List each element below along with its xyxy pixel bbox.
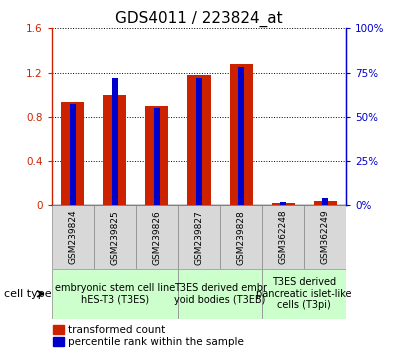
Bar [187,75,211,205]
Legend: transformed count, percentile rank within the sample: transformed count, percentile rank withi… [49,321,248,352]
Text: embryonic stem cell line
hES-T3 (T3ES): embryonic stem cell line hES-T3 (T3ES) [55,283,175,305]
Text: GSM362248: GSM362248 [279,210,288,264]
Text: GSM239824: GSM239824 [68,210,77,264]
Bar [322,198,328,205]
Bar [52,205,94,269]
Bar [112,78,118,205]
Bar [154,108,160,205]
Bar [178,205,220,269]
Text: GSM239827: GSM239827 [195,210,203,264]
Text: GSM362249: GSM362249 [321,210,330,264]
Text: T3ES derived embr
yoid bodies (T3EB): T3ES derived embr yoid bodies (T3EB) [174,283,267,305]
Bar [271,203,295,205]
Title: GDS4011 / 223824_at: GDS4011 / 223824_at [115,11,283,27]
Bar [103,95,127,205]
Bar [314,201,337,205]
Bar [230,64,253,205]
Bar [94,205,136,269]
Bar [70,104,76,205]
Text: GSM239826: GSM239826 [152,210,162,264]
Bar [52,269,178,319]
Text: GSM239828: GSM239828 [236,210,246,264]
Bar [304,205,346,269]
Bar [178,269,262,319]
Bar [145,106,168,205]
Bar [262,269,346,319]
Bar [220,205,262,269]
Bar [280,202,286,205]
Text: cell type: cell type [4,289,52,299]
Bar [136,205,178,269]
Bar [196,78,202,205]
Bar [262,205,304,269]
Bar [61,102,84,205]
Text: T3ES derived
pancreatic islet-like
cells (T3pi): T3ES derived pancreatic islet-like cells… [256,277,352,310]
Text: GSM239825: GSM239825 [110,210,119,264]
Bar [238,67,244,205]
